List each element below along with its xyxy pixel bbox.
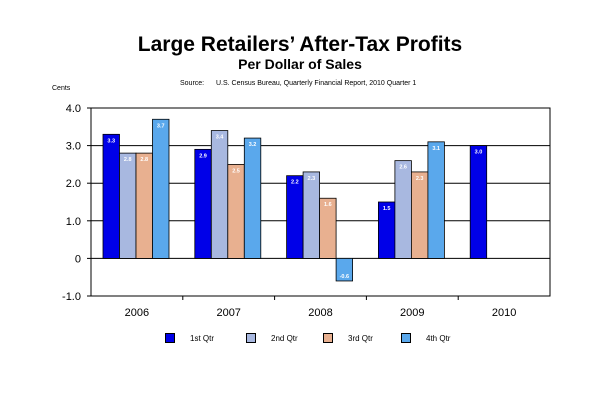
data-label: 2.6 xyxy=(399,165,407,171)
legend-swatch xyxy=(246,333,256,343)
legend-label: 4th Qtr xyxy=(426,333,451,343)
y-tick-label: 1.0 xyxy=(66,216,81,228)
data-label: 3.0 xyxy=(475,150,483,156)
legend-swatch xyxy=(401,333,411,343)
legend-swatch xyxy=(165,333,175,343)
x-tick-label: 2007 xyxy=(216,307,240,319)
legend-swatch xyxy=(323,333,333,343)
bar xyxy=(286,175,304,259)
plot-frame xyxy=(90,107,551,297)
x-tick-label: 2010 xyxy=(492,307,516,319)
data-label: 3.1 xyxy=(432,146,440,152)
data-label: 2.5 xyxy=(232,168,240,174)
bar xyxy=(135,152,153,259)
legend-item: 1st Qtr xyxy=(165,331,214,345)
y-tick-label: 3.0 xyxy=(66,141,81,153)
data-label: 3.3 xyxy=(107,138,115,144)
source-label: Source: xyxy=(180,80,205,87)
legend-item: 3rd Qtr xyxy=(323,331,373,345)
bar xyxy=(319,197,337,259)
bar xyxy=(227,163,245,259)
data-label: 2.2 xyxy=(291,180,299,186)
bar xyxy=(410,171,429,259)
y-tick-label: -1.0 xyxy=(62,291,81,303)
bar xyxy=(469,145,488,259)
legend-item: 2nd Qtr xyxy=(246,331,298,345)
source-note: Source: U.S. Census Bureau, Quarterly Fi… xyxy=(180,79,416,88)
bar xyxy=(427,141,445,259)
bar xyxy=(152,118,170,259)
bar xyxy=(119,152,137,259)
data-label: 3.2 xyxy=(249,142,257,148)
chart-title: Large Retailers’ After-Tax Profits xyxy=(137,33,463,56)
source-text: U.S. Census Bureau, Quarterly Financial … xyxy=(215,80,417,87)
bar xyxy=(194,148,212,259)
bar xyxy=(102,133,120,259)
data-label: 2.3 xyxy=(416,176,424,182)
data-label: 2.3 xyxy=(308,176,316,182)
bar xyxy=(210,130,229,259)
legend-item: 4th Qtr xyxy=(401,331,450,345)
bar xyxy=(394,160,412,259)
y-tick-label: 2.0 xyxy=(66,178,81,190)
chart-subtitle: Per Dollar of Sales xyxy=(238,56,362,72)
data-label: 2.8 xyxy=(124,157,132,163)
y-axis-label: Cents xyxy=(52,85,71,92)
bar xyxy=(243,137,262,259)
bar xyxy=(335,257,354,282)
data-label: 3.7 xyxy=(157,123,165,129)
x-tick-label: 2009 xyxy=(400,307,424,319)
y-tick-label: 4.0 xyxy=(66,103,81,115)
legend-label: 3rd Qtr xyxy=(348,333,373,343)
data-label: 2.8 xyxy=(140,157,148,163)
y-tick-label: 0 xyxy=(75,253,81,265)
data-label: 3.4 xyxy=(216,135,225,141)
x-tick-label: 2008 xyxy=(308,307,332,319)
legend: 1st Qtr 2nd Qtr 3rd Qtr 4th Qtr xyxy=(165,331,465,345)
data-label: 1.6 xyxy=(324,202,332,208)
legend-label: 1st Qtr xyxy=(190,333,215,343)
data-label: 1.5 xyxy=(383,206,391,212)
data-label: -0.6 xyxy=(340,274,349,280)
data-label: 2.9 xyxy=(199,153,207,159)
legend-label: 2nd Qtr xyxy=(271,333,298,343)
x-tick-label: 2006 xyxy=(125,307,149,319)
bar xyxy=(302,171,321,259)
